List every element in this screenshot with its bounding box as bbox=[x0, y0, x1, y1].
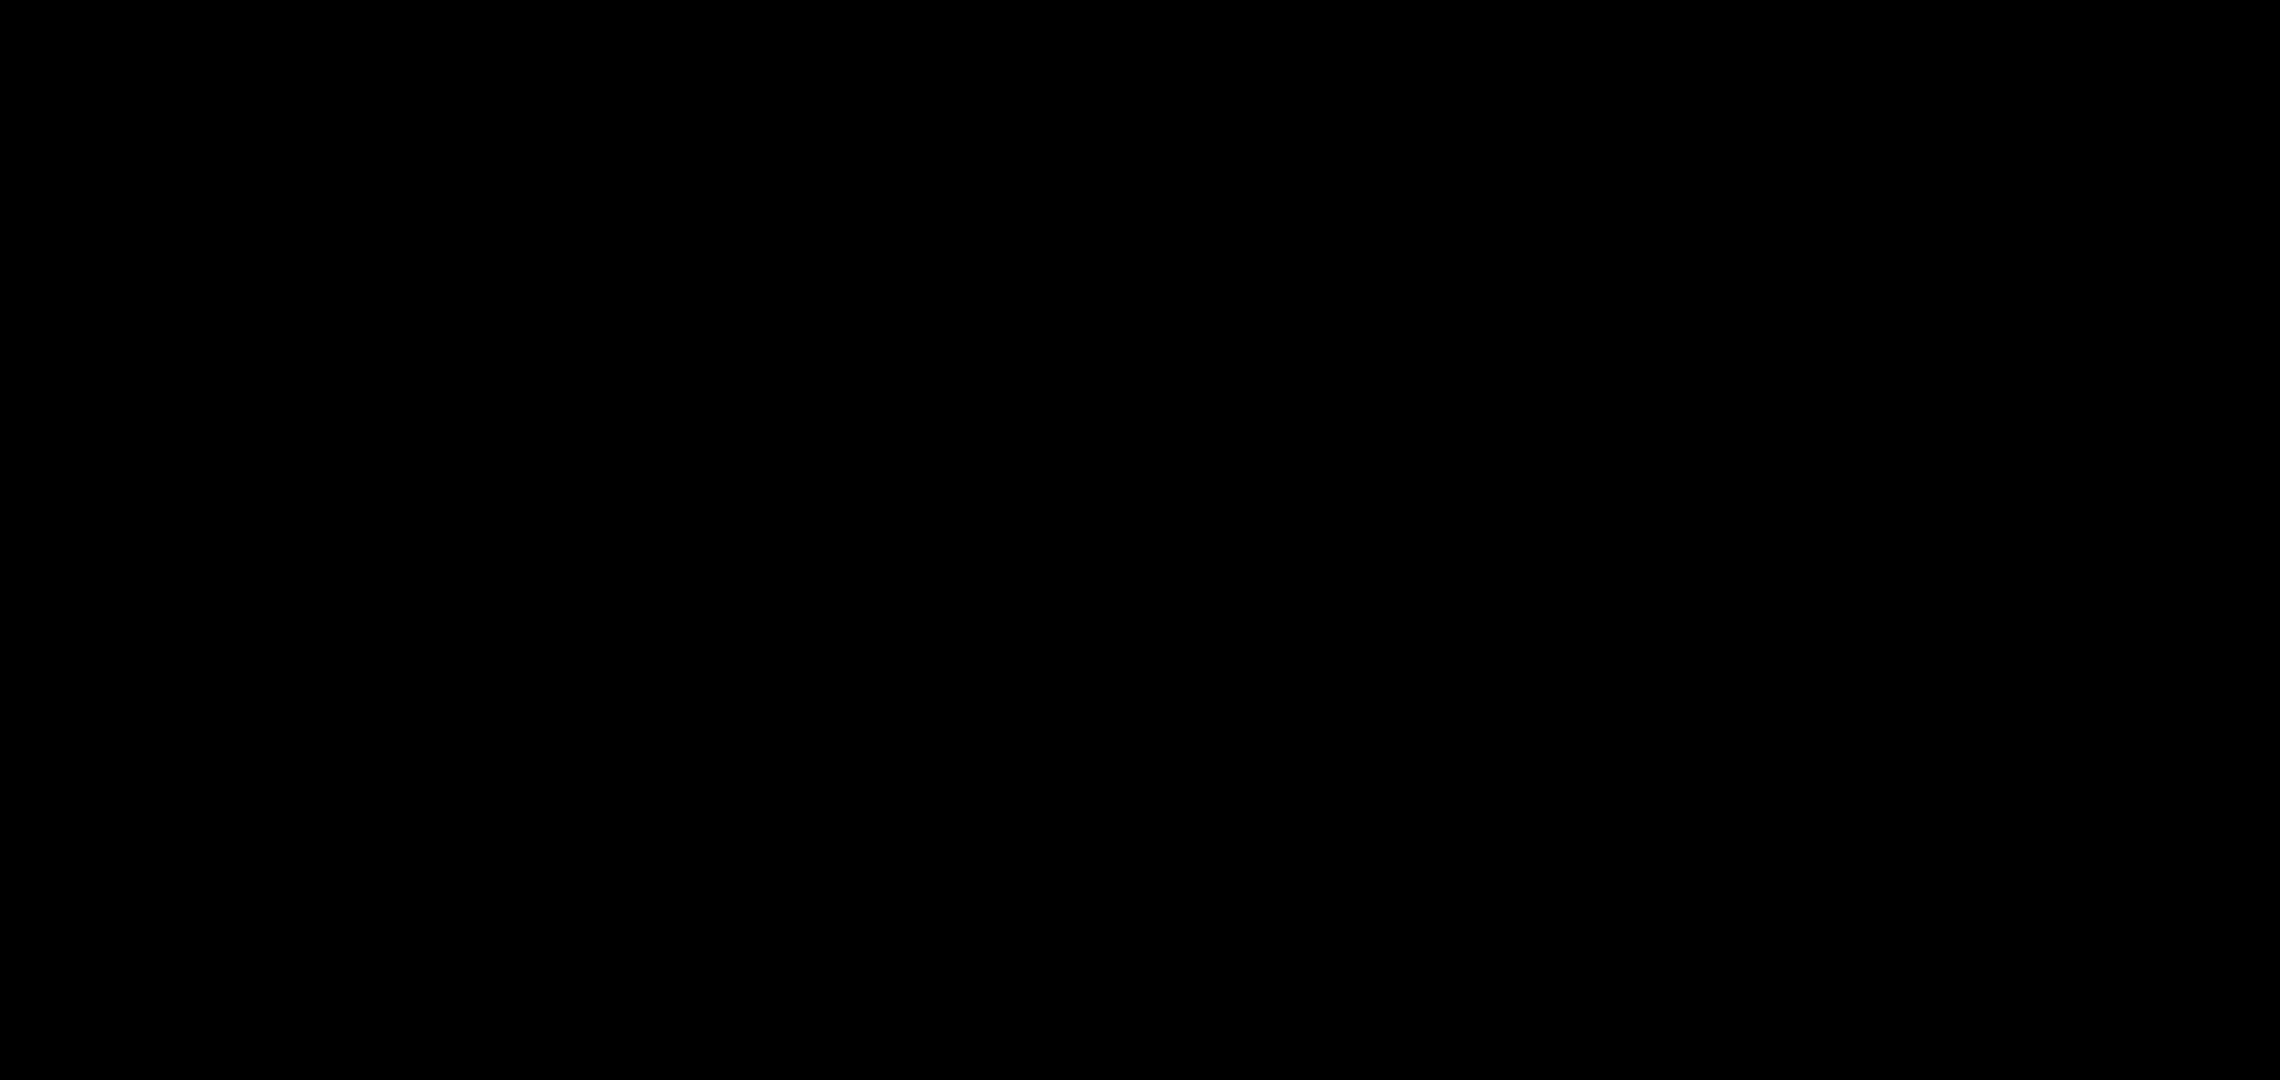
Text: Hint:   Consider the function $f(x) = (a_1 x + b_1)^2 + (a_2 x + b_2)^2 + \cdots: Hint: Consider the function $f(x) = (a_1… bbox=[262, 922, 1484, 955]
Text: (dot product) of these two vectors are defined as: (dot product) of these two vectors are d… bbox=[262, 382, 967, 407]
Text: Prove the Cauchy-Schwarz inequality $(\vec{a} \cdot \vec{b})^2 \leqslant \|\vec{: Prove the Cauchy-Schwarz inequality $(\v… bbox=[262, 765, 1295, 804]
Text: and also the norms of these vectors are defined as: and also the norms of these vectors are … bbox=[262, 578, 937, 603]
Text: $\|\vec{a}\| = \sqrt{\vec{a} \cdot \vec{a}} = \sqrt{a_1^2 + a_2^2 + \cdots + a_n: $\|\vec{a}\| = \sqrt{\vec{a} \cdot \vec{… bbox=[675, 673, 1605, 725]
Text: (a)  Let $f(x) = px^2 + 2qx + r$ with $p > 0$. By considering the minimum, prove: (a) Let $f(x) = px^2 + 2qx + r$ with $p … bbox=[262, 162, 1507, 197]
Text: real $x$ if and only if $q^2 - pr \leqslant 0$.: real $x$ if and only if $q^2 - pr \leqsl… bbox=[262, 232, 720, 267]
Text: (b)  Let $\vec{a} = (a_1, a_2, \ldots, a_n)$ and $\vec{b} = (b_1, b_2, \ldots, b: (b) Let $\vec{a} = (a_1, a_2, \ldots, a_… bbox=[262, 311, 1477, 349]
Text: $(a_1 b_1 + a_2 b_2 + \cdots + a_n b_n)^2 \leqslant (a_1^2 + a_2^2 + \cdots + a_: $(a_1 b_1 + a_2 b_2 + \cdots + a_n b_n)^… bbox=[718, 856, 1562, 892]
Text: $\vec{a} \cdot \vec{b} = a_1 b_1 + a_2 b_2 + \cdots + a_n b_n,$: $\vec{a} \cdot \vec{b} = a_1 b_1 + a_2 b… bbox=[946, 486, 1334, 523]
